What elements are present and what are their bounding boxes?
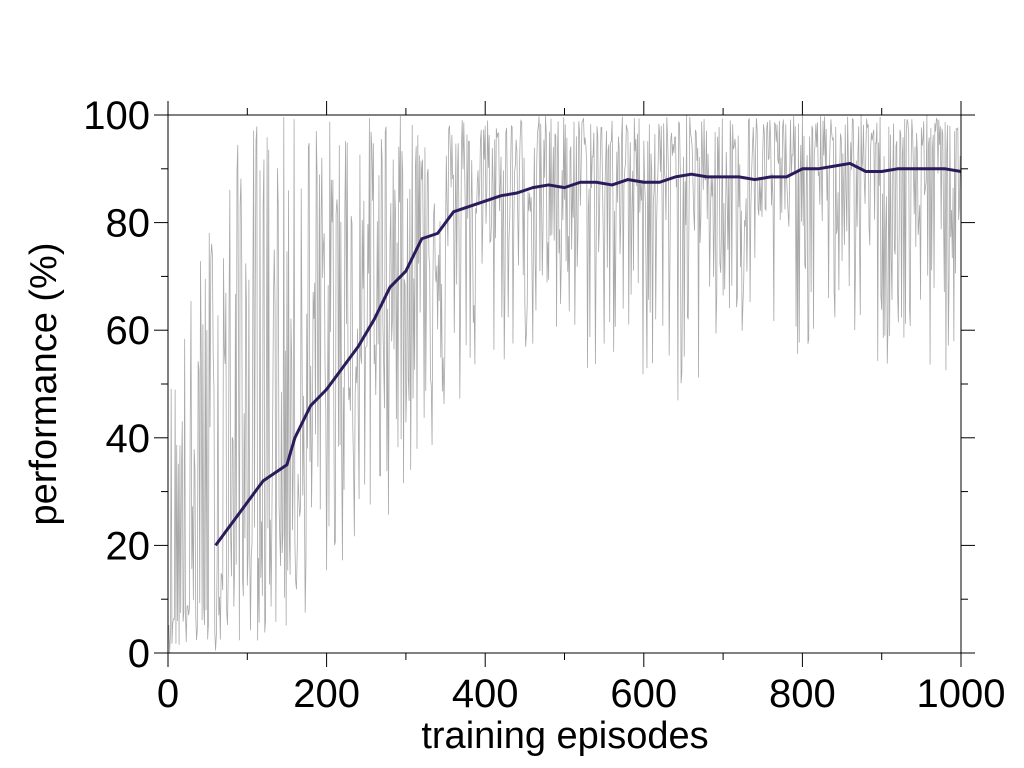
y-tick-label: 40 — [106, 417, 151, 461]
ticks — [154, 101, 975, 667]
y-tick-label: 60 — [106, 309, 151, 353]
y-tick-label: 20 — [106, 524, 151, 568]
raw-performance-series — [168, 115, 962, 653]
x-tick-label: 400 — [452, 672, 519, 716]
y-axis-label: performance (%) — [23, 243, 65, 526]
x-axis-label: training episodes — [421, 715, 708, 757]
tick-labels: 0 200 400 600 800 1000 0 20 40 60 80 100 — [83, 94, 1005, 716]
x-tick-label: 1000 — [917, 672, 1006, 716]
x-tick-label: 200 — [293, 672, 360, 716]
raw-performance-line — [168, 115, 962, 653]
moving-average-series — [214, 161, 962, 547]
x-tick-label: 0 — [157, 672, 179, 716]
y-tick-label: 100 — [83, 94, 150, 138]
y-tick-label: 80 — [106, 202, 151, 246]
x-tick-label: 600 — [610, 672, 677, 716]
x-tick-label: 800 — [769, 672, 836, 716]
moving-average-line — [214, 161, 962, 547]
y-tick-label: 0 — [128, 632, 150, 676]
